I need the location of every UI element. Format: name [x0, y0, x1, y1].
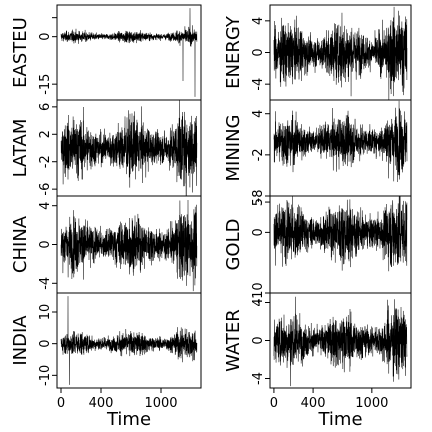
series-line-energy [273, 6, 408, 101]
y-tick-label-easteu: 0 [38, 33, 53, 41]
panel-gold: 5 0 -10 GOLD [223, 195, 412, 304]
y-tick-label-china: -4 [38, 277, 53, 290]
y-tick-label-energy: 4 [251, 17, 266, 25]
y-tick-label-india: 0 [38, 340, 53, 348]
panel-china: 4 0 -4 CHINA [10, 195, 202, 294]
x-tick-label-india: 400 [89, 396, 114, 411]
panel-easteu: 0 -15 EASTEU [10, 4, 202, 101]
series-line-india [60, 296, 198, 385]
y-tick-label-energy: -4 [251, 78, 266, 91]
panel-mining: 4 -2 -8 MINING [223, 99, 412, 203]
panel-label-energy: ENERGY [223, 15, 244, 89]
y-tick-label-china: 4 [38, 202, 53, 210]
y-tick-label-india: 10 [38, 304, 53, 321]
y-tick-label-water: 4 [251, 298, 266, 306]
series-line-latam [60, 99, 198, 197]
panel-label-gold: GOLD [223, 218, 244, 270]
x-axis-label-india: Time [106, 409, 151, 430]
series-line-water [273, 296, 408, 387]
panel-label-india: INDIA [10, 315, 31, 366]
y-tick-label-water: 0 [251, 336, 266, 344]
y-tick-label-mining: -2 [251, 148, 266, 161]
y-tick-label-water: -4 [251, 372, 266, 385]
panel-label-mining: MINING [223, 114, 244, 181]
panel-energy: 4 0 -4 ENERGY [223, 4, 412, 101]
panel-label-china: CHINA [10, 215, 31, 273]
y-tick-label-india: -10 [38, 365, 53, 386]
series-line-china [60, 199, 198, 292]
y-tick-label-gold: 5 [251, 198, 266, 206]
panel-frame-easteu [56, 4, 202, 101]
y-tick-label-china: 0 [38, 240, 53, 248]
y-tick-label-mining: 4 [251, 110, 266, 118]
y-tick-label-easteu: -15 [38, 74, 53, 95]
y-tick-label-latam: -6 [38, 183, 53, 196]
panel-frame-india [56, 292, 202, 389]
panel-latam: 6 2 -2 -6 LATAM [10, 99, 202, 197]
panel-label-water: WATER [223, 309, 244, 372]
y-tick-label-latam: 2 [38, 130, 53, 138]
x-tick-label-india: 1000 [144, 396, 177, 411]
x-axis-label-water: Time [317, 409, 362, 430]
y-tick-label-latam: -2 [38, 155, 53, 168]
series-line-gold [273, 195, 408, 272]
x-tick-label-water: 0 [270, 396, 278, 411]
y-tick-label-mining: -8 [251, 190, 266, 203]
series-line-easteu [60, 8, 198, 97]
x-tick-label-water: 1000 [355, 396, 388, 411]
panel-label-easteu: EASTEU [10, 17, 31, 88]
y-tick-label-latam: 6 [38, 103, 53, 111]
panel-label-latam: LATAM [10, 119, 31, 178]
y-tick-label-energy: 0 [251, 48, 266, 56]
x-tick-label-india: 0 [57, 396, 65, 411]
y-tick-label-gold: 0 [251, 228, 266, 236]
y-tick-label-gold: -10 [251, 282, 266, 303]
series-line-mining [273, 100, 408, 183]
x-tick-label-water: 400 [301, 396, 326, 411]
